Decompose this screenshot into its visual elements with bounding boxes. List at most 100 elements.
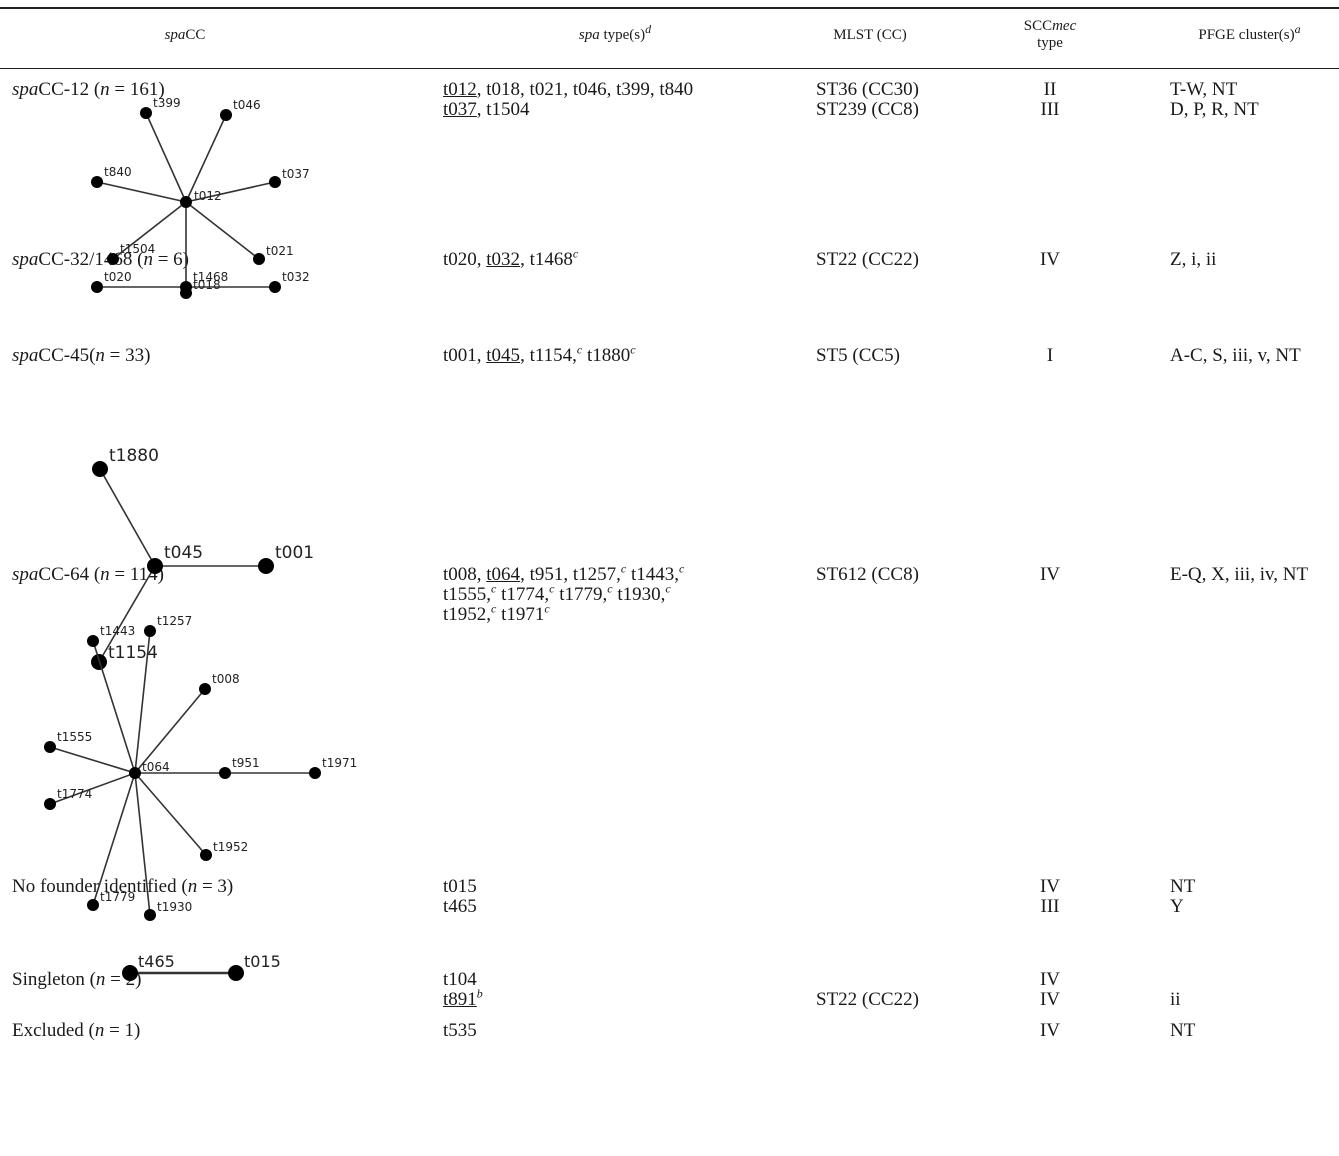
spa-types-line: t104	[443, 970, 477, 990]
node-label-t1971: t1971	[322, 756, 357, 770]
pfge-cell: Y	[1170, 897, 1184, 917]
founder-spa-type: t045	[486, 345, 521, 366]
node-label-t064: t064	[142, 760, 170, 774]
pfge-value: NT	[1170, 876, 1196, 897]
label-count: = 6)	[152, 249, 189, 270]
row-label-spacc-32-1468: spaCC-32/1468 (n = 6)	[12, 250, 189, 270]
spa-types-line: t012, t018, t021, t046, t399, t840	[443, 80, 693, 100]
footnote-mark: c	[491, 601, 497, 616]
node-label-t1468: t1468	[193, 270, 228, 284]
row-label-spacc-12: spaCC-12 (n = 161)	[12, 80, 165, 100]
node-label-t015: t015	[244, 952, 281, 971]
spa-types-line: t037, t1504	[443, 100, 530, 120]
spa-types-line: t015	[443, 877, 477, 897]
row-label-no-founder: No founder identified (n = 3)	[12, 877, 233, 897]
label-text: Excluded (	[12, 1020, 95, 1041]
mlst-value: ST5 (CC5)	[816, 345, 900, 366]
spacc-64-network-edge	[92, 640, 136, 774]
node-label-t045: t045	[164, 543, 203, 563]
node-t1880	[92, 461, 108, 477]
sccmec-cell: IV	[1010, 1021, 1090, 1041]
spacc-12-network-edge	[185, 114, 227, 203]
mlst-cell: ST5 (CC5)	[816, 346, 900, 366]
founder-spa-type: t064	[486, 564, 521, 585]
footnote-mark: c	[630, 342, 636, 357]
spacc-64-network-edge	[134, 772, 207, 856]
sccmec-value: IV	[1039, 564, 1061, 585]
pfge-value: D, P, R, NT	[1170, 99, 1259, 120]
pfge-cell: A-C, S, iii, v, NT	[1170, 346, 1301, 366]
node-t020	[91, 281, 103, 293]
node-label-t020: t020	[104, 270, 132, 284]
node-t046	[220, 109, 232, 121]
spa-type-text: t1930,	[612, 584, 666, 605]
spa-type-text: t1779,	[554, 584, 608, 605]
spa-types-line: t535	[443, 1021, 477, 1041]
sccmec-value: II	[1043, 79, 1057, 100]
header-mlst: MLST (CC)	[833, 27, 907, 43]
node-t1468	[180, 281, 192, 293]
node-t1257	[144, 625, 156, 637]
spa-type-text: t1971	[496, 604, 545, 625]
spa-types-line: t1952,c t1971c	[443, 601, 550, 625]
mlst-cell: ST36 (CC30)	[816, 80, 919, 100]
label-n: n	[95, 345, 105, 366]
sccmec-cell: II	[1010, 80, 1090, 100]
spa-type-text: t1880	[582, 345, 631, 366]
pfge-cell: E-Q, X, iii, iv, NT	[1170, 565, 1308, 585]
label-count: = 3)	[197, 876, 234, 897]
top-rule	[0, 7, 1339, 9]
spacc-64-network-edge	[49, 746, 136, 774]
spacc-45-network-edge	[99, 468, 156, 567]
founder-spa-type: t012	[443, 79, 477, 100]
pfge-value: T-W, NT	[1170, 79, 1238, 100]
founder-spa-type: t037	[443, 99, 477, 120]
pfge-value: ii	[1170, 989, 1181, 1010]
node-label-t465: t465	[138, 952, 175, 971]
label-italic: spa	[12, 564, 39, 585]
spacc-12-network-edge	[96, 181, 187, 203]
label-n: n	[187, 876, 198, 897]
node-label-t1930: t1930	[157, 900, 192, 914]
node-t064	[129, 767, 141, 779]
node-label-t032: t032	[282, 270, 310, 284]
label-text: CC-45(	[38, 345, 96, 366]
pfge-value: A-C, S, iii, v, NT	[1170, 345, 1301, 366]
spa-type-text: t104	[443, 969, 477, 990]
node-label-t021: t021	[266, 244, 294, 258]
node-t1971	[309, 767, 321, 779]
row-label-excluded: Excluded (n = 1)	[12, 1021, 140, 1041]
founder-spa-type: t891	[443, 989, 477, 1010]
mlst-value: ST36 (CC30)	[816, 79, 919, 100]
label-n: n	[143, 249, 153, 270]
node-label-t001: t001	[275, 543, 314, 563]
spa-type-text: t020,	[443, 249, 487, 270]
sccmec-value: IV	[1039, 989, 1061, 1010]
node-t001	[258, 558, 274, 574]
pfge-value: Z, i, ii	[1170, 249, 1217, 270]
label-text: CC-64 (	[38, 564, 101, 585]
sccmec-value: I	[1046, 345, 1054, 366]
sccmec-value: III	[1040, 99, 1060, 120]
label-n: n	[94, 1020, 105, 1041]
footnote-mark: c	[620, 561, 627, 576]
node-t1443	[87, 635, 99, 647]
pfge-cell: Z, i, ii	[1170, 250, 1216, 270]
label-text: Singleton (	[12, 969, 96, 990]
spa-type-text: t465	[443, 896, 477, 917]
node-label-t1774: t1774	[57, 787, 92, 801]
spa-type-text: t001,	[443, 345, 487, 366]
header-spacc: spaCC	[164, 27, 206, 43]
spa-type-text: , t1468	[520, 249, 573, 270]
node-label-t840: t840	[104, 165, 132, 179]
spa-type-text: t1774,	[496, 584, 550, 605]
sccmec-cell: IV	[1010, 565, 1090, 585]
node-t045	[147, 558, 163, 574]
footnote-mark: c	[572, 246, 579, 261]
sccmec-value: IV	[1039, 969, 1061, 990]
node-t1779	[87, 899, 99, 911]
spa-type-text: t1952,	[443, 604, 492, 625]
mlst-cell: ST612 (CC8)	[816, 565, 919, 585]
mlst-value: ST239 (CC8)	[816, 99, 919, 120]
